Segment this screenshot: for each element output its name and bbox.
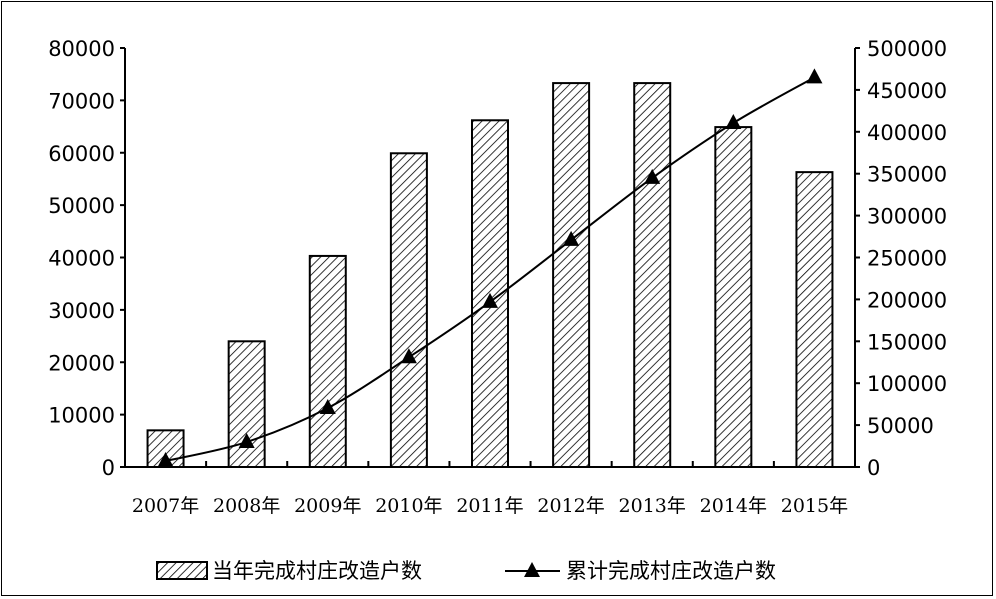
line-marker-8	[806, 68, 823, 84]
left-tick-label: 50000	[48, 194, 115, 218]
right-tick-label: 50000	[867, 414, 934, 438]
right-tick-label: 300000	[867, 205, 947, 229]
right-tick-label: 350000	[867, 163, 947, 187]
legend-line-label: 累计完成村庄改造户数	[566, 559, 776, 583]
left-tick-label: 40000	[48, 247, 115, 271]
x-tick-label: 2014年	[700, 495, 767, 517]
line-marker-6	[644, 168, 661, 184]
x-tick-label: 2007年	[132, 495, 199, 517]
left-tick-label: 60000	[48, 142, 115, 166]
right-tick-label: 200000	[867, 288, 947, 312]
left-tick-label: 30000	[48, 299, 115, 323]
bar-2	[308, 254, 347, 468]
left-tick-label: 20000	[48, 351, 115, 375]
x-tick-label: 2008年	[213, 495, 280, 517]
x-tick-label: 2010年	[375, 495, 442, 517]
bar-3	[389, 152, 428, 468]
x-tick-label: 2009年	[294, 495, 361, 517]
left-tick-label: 70000	[48, 89, 115, 113]
bar-5	[552, 82, 591, 468]
right-tick-label: 450000	[867, 79, 947, 103]
line-marker-0	[157, 451, 174, 467]
line-marker-2	[319, 399, 336, 415]
bar-1	[227, 340, 266, 468]
legend-bar-swatch	[156, 561, 208, 580]
left-tick-label: 0	[102, 456, 115, 480]
x-tick-label: 2011年	[456, 495, 523, 517]
right-tick-label: 0	[867, 456, 880, 480]
line-marker-4	[482, 292, 498, 308]
left-tick-label: 10000	[48, 404, 115, 428]
line-marker-5	[563, 230, 580, 246]
bar-8	[795, 171, 834, 468]
bar-6	[633, 82, 672, 468]
x-tick-label: 2013年	[619, 495, 686, 517]
right-tick-label: 150000	[867, 330, 947, 354]
legend-bar-label: 当年完成村庄改造户数	[212, 559, 422, 583]
x-tick-label: 2015年	[781, 495, 848, 517]
line-marker-1	[238, 433, 255, 449]
right-tick-label: 400000	[867, 121, 947, 145]
line-marker-3	[400, 348, 417, 364]
x-tick-label: 2012年	[537, 495, 604, 517]
legend-triangle-icon	[524, 562, 540, 577]
left-tick-label: 80000	[48, 37, 115, 61]
right-tick-label: 100000	[867, 372, 947, 396]
line-marker-7	[725, 114, 742, 130]
right-tick-label: 500000	[867, 37, 947, 61]
bar-7	[714, 126, 753, 469]
right-tick-label: 250000	[867, 247, 947, 271]
